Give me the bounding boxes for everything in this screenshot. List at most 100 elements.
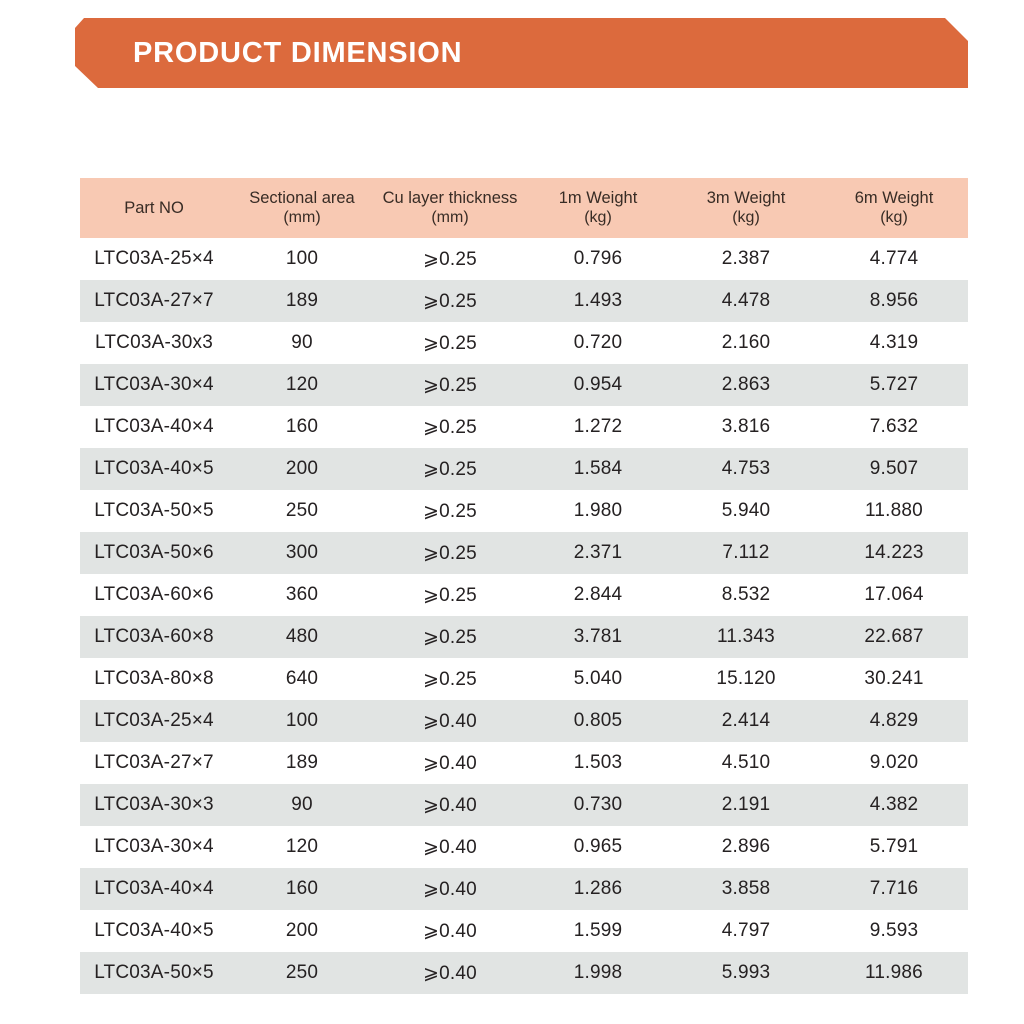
table-row: LTC03A-40×4 160 ⩾0.40 1.286 3.858 7.716 (80, 868, 968, 910)
value-cell: ⩾0.25 (423, 584, 477, 606)
part-no-cell: LTC03A-80×8 (94, 668, 214, 689)
value-cell: 8.956 (869, 290, 919, 311)
value-cell: 30.241 (864, 668, 924, 689)
value-cell: 120 (285, 374, 319, 395)
part-no-cell: LTC03A-30x3 (94, 332, 214, 353)
value-cell: 0.954 (573, 374, 623, 395)
value-cell: 90 (291, 332, 313, 353)
value-cell: ⩾0.25 (423, 500, 477, 522)
value-cell: 160 (285, 416, 319, 437)
value-cell: 300 (285, 542, 319, 563)
column-header-6: 6m Weight (kg) (820, 178, 968, 238)
column-header-1: Part NO (80, 178, 228, 238)
part-no-cell: LTC03A-25×4 (94, 710, 214, 731)
value-cell: 4.774 (869, 248, 919, 269)
part-no-cell: LTC03A-50×6 (94, 542, 214, 563)
value-cell: 4.382 (869, 794, 919, 815)
value-cell: 90 (291, 794, 313, 815)
value-cell: 7.716 (869, 878, 919, 899)
value-cell: 360 (285, 584, 319, 605)
value-cell: 3.816 (721, 416, 771, 437)
table-row: LTC03A-27×7 189 ⩾0.40 1.503 4.510 9.020 (80, 742, 968, 784)
table-row: LTC03A-30×3 90 ⩾0.40 0.730 2.191 4.382 (80, 784, 968, 826)
value-cell: 0.805 (573, 710, 623, 731)
value-cell: 2.844 (573, 584, 623, 605)
value-cell: 100 (285, 710, 319, 731)
table-row: LTC03A-50×6 300 ⩾0.25 2.371 7.112 14.223 (80, 532, 968, 574)
column-header-2: Sectional area (mm) (228, 178, 376, 238)
table-row: LTC03A-80×8 640 ⩾0.25 5.040 15.120 30.241 (80, 658, 968, 700)
value-cell: 0.796 (573, 248, 623, 269)
value-cell: ⩾0.25 (423, 332, 477, 354)
value-cell: 22.687 (864, 626, 924, 647)
value-cell: ⩾0.40 (423, 878, 477, 900)
table-row: LTC03A-27×7 189 ⩾0.25 1.493 4.478 8.956 (80, 280, 968, 322)
table-row: LTC03A-40×5 200 ⩾0.25 1.584 4.753 9.507 (80, 448, 968, 490)
value-cell: 5.791 (869, 836, 919, 857)
value-cell: 9.507 (869, 458, 919, 479)
column-header-unit: (kg) (584, 209, 612, 227)
table-row: LTC03A-50×5 250 ⩾0.40 1.998 5.993 11.986 (80, 952, 968, 994)
value-cell: 189 (285, 290, 319, 311)
column-header-label: 3m Weight (706, 188, 786, 207)
value-cell: ⩾0.25 (423, 542, 477, 564)
value-cell: 5.040 (573, 668, 623, 689)
value-cell: 7.632 (869, 416, 919, 437)
table-row: LTC03A-30×4 120 ⩾0.40 0.965 2.896 5.791 (80, 826, 968, 868)
part-no-cell: LTC03A-40×4 (94, 416, 214, 437)
table-row: LTC03A-50×5 250 ⩾0.25 1.980 5.940 11.880 (80, 490, 968, 532)
value-cell: ⩾0.25 (423, 668, 477, 690)
column-header-unit: (mm) (431, 209, 469, 227)
part-no-cell: LTC03A-30×4 (94, 836, 214, 857)
value-cell: 5.940 (721, 500, 771, 521)
value-cell: 4.478 (721, 290, 771, 311)
part-no-cell: LTC03A-50×5 (94, 962, 214, 983)
part-no-cell: LTC03A-60×6 (94, 584, 214, 605)
value-cell: 2.414 (721, 710, 771, 731)
value-cell: 3.781 (573, 626, 623, 647)
value-cell: 2.160 (721, 332, 771, 353)
value-cell: ⩾0.25 (423, 248, 477, 270)
table-row: LTC03A-40×5 200 ⩾0.40 1.599 4.797 9.593 (80, 910, 968, 952)
value-cell: 2.863 (721, 374, 771, 395)
value-cell: 200 (285, 458, 319, 479)
value-cell: 8.532 (721, 584, 771, 605)
value-cell: ⩾0.40 (423, 962, 477, 984)
value-cell: 1.286 (573, 878, 623, 899)
value-cell: 2.387 (721, 248, 771, 269)
column-header-label: 6m Weight (854, 188, 934, 207)
value-cell: ⩾0.25 (423, 374, 477, 396)
value-cell: ⩾0.40 (423, 752, 477, 774)
value-cell: ⩾0.40 (423, 710, 477, 732)
table-row: LTC03A-25×4 100 ⩾0.40 0.805 2.414 4.829 (80, 700, 968, 742)
part-no-cell: LTC03A-30×3 (94, 794, 214, 815)
value-cell: 7.112 (722, 542, 770, 563)
value-cell: 120 (285, 836, 319, 857)
value-cell: 189 (285, 752, 319, 773)
value-cell: 250 (285, 500, 319, 521)
part-no-cell: LTC03A-27×7 (94, 752, 214, 773)
value-cell: 1.998 (573, 962, 623, 983)
page-title: PRODUCT DIMENSION (133, 36, 463, 69)
value-cell: 5.993 (721, 962, 771, 983)
value-cell: ⩾0.25 (423, 290, 477, 312)
table-row: LTC03A-40×4 160 ⩾0.25 1.272 3.816 7.632 (80, 406, 968, 448)
section-banner: PRODUCT DIMENSION (75, 18, 968, 88)
value-cell: 100 (285, 248, 319, 269)
value-cell: 2.896 (721, 836, 771, 857)
value-cell: 9.593 (869, 920, 919, 941)
column-header-label: Part NO (124, 198, 184, 217)
table-row: LTC03A-60×8 480 ⩾0.25 3.781 11.343 22.687 (80, 616, 968, 658)
column-header-label: Cu layer thickness (382, 188, 518, 207)
value-cell: ⩾0.40 (423, 836, 477, 858)
value-cell: ⩾0.25 (423, 458, 477, 480)
value-cell: 160 (285, 878, 319, 899)
value-cell: 1.980 (573, 500, 623, 521)
product-dimension-table: Part NO Sectional area (mm) Cu layer thickn… (80, 178, 968, 994)
value-cell: 480 (285, 626, 319, 647)
value-cell: 4.510 (721, 752, 771, 773)
column-header-label: Sectional area (249, 188, 355, 207)
column-header-unit: (kg) (880, 209, 908, 227)
part-no-cell: LTC03A-25×4 (94, 248, 214, 269)
